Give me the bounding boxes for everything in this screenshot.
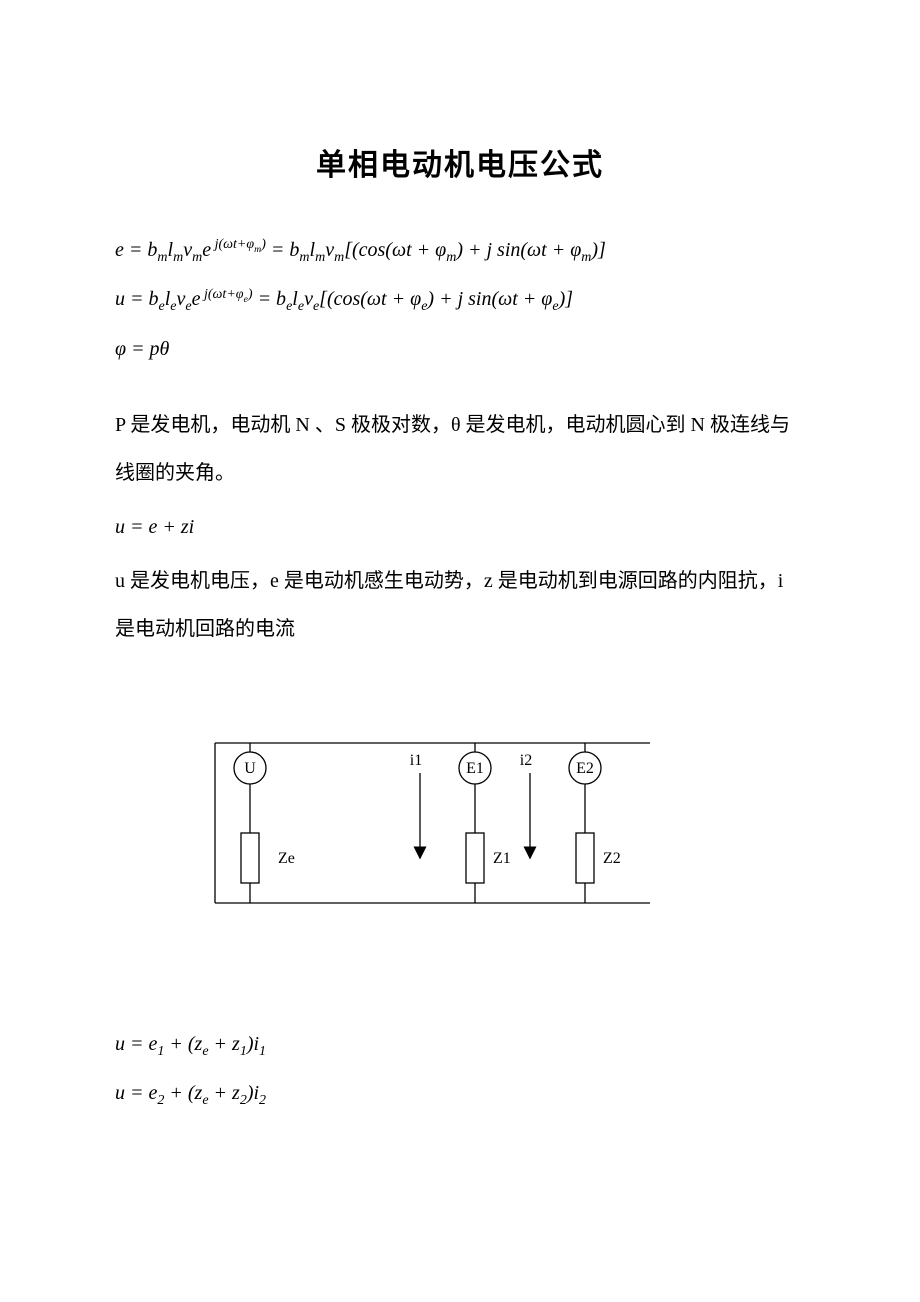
svg-text:U: U bbox=[244, 760, 256, 777]
svg-text:E1: E1 bbox=[466, 760, 484, 777]
circuit-diagram: U Ze E1 Z1 E2 Z2 i1 i2 bbox=[195, 713, 805, 938]
page: 单相电动机电压公式 e = bmlmvme j(ωt+φm) = bmlmvm[… bbox=[0, 0, 920, 1227]
equation-u2: u = e2 + (ze + z2)i2 bbox=[115, 1077, 805, 1112]
equation-u1: u = e1 + (ze + z1)i1 bbox=[115, 1028, 805, 1063]
equation-u: u = belevee j(ωt+φe) = beleve[(cos(ωt + … bbox=[115, 283, 805, 318]
page-title: 单相电动机电压公式 bbox=[115, 140, 805, 184]
equation-e: e = bmlmvme j(ωt+φm) = bmlmvm[(cos(ωt + … bbox=[115, 234, 805, 269]
circuit-svg: U Ze E1 Z1 E2 Z2 i1 i2 bbox=[195, 713, 665, 933]
svg-text:Z2: Z2 bbox=[603, 850, 621, 867]
svg-text:i1: i1 bbox=[410, 752, 422, 769]
svg-text:Ze: Ze bbox=[278, 850, 295, 867]
equation-phi: φ = pθ bbox=[115, 333, 805, 365]
svg-text:Z1: Z1 bbox=[493, 850, 511, 867]
svg-text:i2: i2 bbox=[520, 752, 532, 769]
paragraph-2: u 是发电机电压，e 是电动机感生电动势，z 是电动机到电源回路的内阻抗，i 是… bbox=[115, 557, 805, 653]
equation-uezi: u = e + zi bbox=[115, 511, 805, 543]
paragraph-1: P 是发电机，电动机 N 、S 极极对数，θ 是发电机，电动机圆心到 N 极连线… bbox=[115, 401, 805, 497]
svg-text:E2: E2 bbox=[576, 760, 594, 777]
